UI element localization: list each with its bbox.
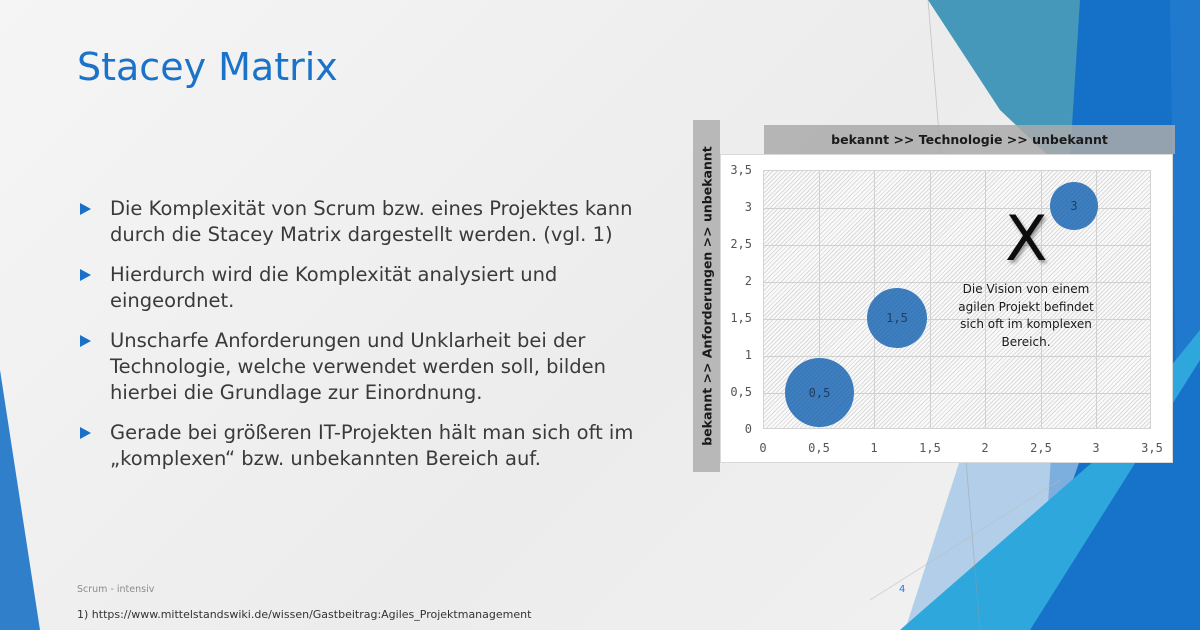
x-tick: 0,5	[808, 441, 830, 455]
x-tick: 3	[1092, 441, 1100, 455]
bullet-text: Die Komplexität von Scrum bzw. eines Pro…	[110, 197, 633, 246]
y-tick: 2	[744, 274, 752, 288]
bullet-list: Die Komplexität von Scrum bzw. eines Pro…	[78, 196, 678, 486]
x-tick: 2	[981, 441, 989, 455]
bullet-arrow-icon	[80, 427, 91, 439]
y-tick: 1,5	[730, 311, 752, 325]
x-marker: X	[1005, 202, 1048, 275]
y-tick: 1	[744, 348, 752, 362]
bullet-item: Unscharfe Anforderungen und Unklarheit b…	[78, 328, 678, 406]
bullet-item: Die Komplexität von Scrum bzw. eines Pro…	[78, 196, 678, 248]
y-axis-label-bar: bekannt >> Anforderungen >> unbekannt	[693, 120, 720, 472]
bullet-arrow-icon	[80, 335, 91, 347]
left-edge-triangle	[0, 370, 40, 630]
page-number: 4	[899, 584, 906, 595]
bubble-point: 1,5	[867, 288, 927, 348]
footer-text: Scrum - intensiv	[77, 584, 155, 595]
x-axis-label-bar: bekannt >> Technologie >> unbekannt	[764, 125, 1175, 154]
y-tick: 2,5	[730, 237, 752, 251]
y-axis-label: bekannt >> Anforderungen >> unbekannt	[699, 146, 714, 446]
x-tick: 2,5	[1030, 441, 1052, 455]
x-tick: 1,5	[919, 441, 941, 455]
bubble-label: 1,5	[886, 311, 908, 325]
x-tick: 0	[759, 441, 767, 455]
bullet-text: Gerade bei größeren IT-Projekten hält ma…	[110, 421, 634, 470]
y-tick: 3,5	[730, 163, 752, 177]
bullet-arrow-icon	[80, 203, 91, 215]
bullet-text: Unscharfe Anforderungen und Unklarheit b…	[110, 329, 607, 404]
bullet-arrow-icon	[80, 269, 91, 281]
x-tick: 1	[870, 441, 878, 455]
x-tick: 3,5	[1141, 441, 1163, 455]
slide-title: Stacey Matrix	[77, 45, 338, 89]
y-tick: 0	[744, 422, 752, 436]
bubble-label: 0,5	[808, 385, 831, 400]
bubble-point: 3	[1050, 182, 1098, 230]
bubble-label: 3	[1070, 199, 1078, 213]
footnote: 1) https://www.mittelstandswiki.de/wisse…	[77, 608, 532, 621]
bullet-item: Gerade bei größeren IT-Projekten hält ma…	[78, 420, 678, 472]
bubble-point: 0,5	[785, 358, 854, 427]
bullet-text: Hierdurch wird die Komplexität analysier…	[110, 263, 558, 312]
y-tick: 3	[744, 200, 752, 214]
chart-annotation: Die Vision von einem agilen Projekt befi…	[958, 282, 1094, 349]
x-axis-label: bekannt >> Technologie >> unbekannt	[831, 132, 1108, 147]
bullet-item: Hierdurch wird die Komplexität analysier…	[78, 262, 678, 314]
y-tick: 0,5	[730, 385, 752, 399]
